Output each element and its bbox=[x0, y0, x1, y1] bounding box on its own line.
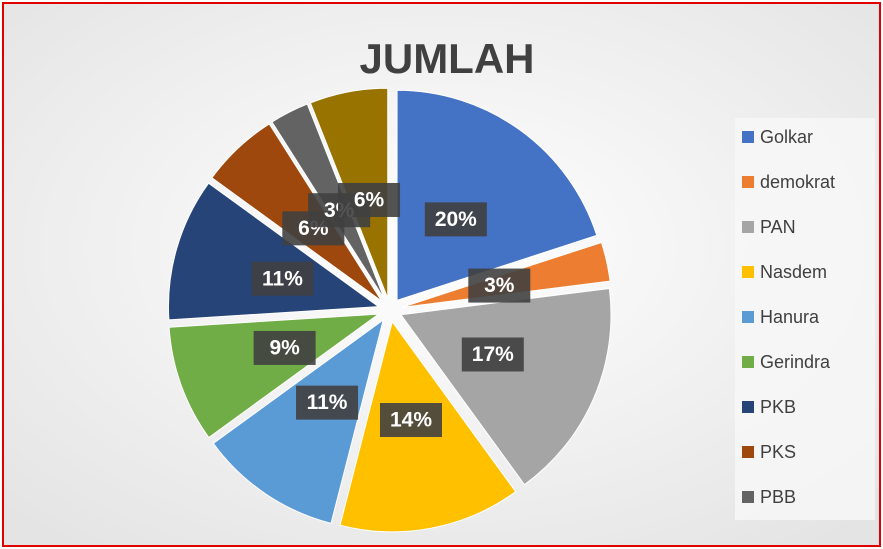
legend-label: PKS bbox=[760, 442, 796, 462]
data-label-box bbox=[296, 385, 359, 420]
legend-label: Hanura bbox=[760, 307, 820, 327]
data-label-box bbox=[251, 261, 314, 296]
legend-swatch bbox=[742, 446, 754, 458]
legend-swatch bbox=[742, 131, 754, 143]
legend-label: demokrat bbox=[760, 172, 835, 192]
legend-label: PKB bbox=[760, 397, 796, 417]
chart-title: JUMLAH bbox=[360, 35, 535, 82]
legend-label: Gerindra bbox=[760, 352, 831, 372]
data-label-box bbox=[253, 330, 316, 365]
pie-slice bbox=[400, 287, 612, 486]
data-label: 11% bbox=[262, 267, 303, 290]
data-label: 3% bbox=[484, 274, 515, 297]
legend-label: Nasdem bbox=[760, 262, 827, 282]
data-label: 20% bbox=[435, 208, 477, 231]
legend-swatch bbox=[742, 401, 754, 413]
legend-label: PAN bbox=[760, 217, 796, 237]
data-label: 6% bbox=[354, 189, 385, 212]
legend-swatch bbox=[742, 491, 754, 503]
pie-slice bbox=[212, 318, 385, 524]
data-label-box bbox=[424, 202, 487, 237]
legend-swatch bbox=[742, 311, 754, 323]
data-label-box bbox=[379, 403, 442, 438]
data-label-box bbox=[468, 268, 531, 303]
legend-swatch bbox=[742, 221, 754, 233]
legend-label: PBB bbox=[760, 487, 796, 507]
data-label: 14% bbox=[390, 409, 432, 432]
data-label: 11% bbox=[307, 391, 348, 414]
pie-slice bbox=[167, 182, 380, 321]
legend-box bbox=[735, 118, 875, 520]
legend-swatch bbox=[742, 266, 754, 278]
legend-swatch bbox=[742, 176, 754, 188]
pie-slice bbox=[396, 89, 598, 301]
data-label: 17% bbox=[472, 343, 514, 366]
pie-slice bbox=[168, 313, 381, 439]
data-label: 9% bbox=[269, 336, 300, 359]
legend-swatch bbox=[742, 356, 754, 368]
legend-label: Golkar bbox=[760, 127, 813, 147]
data-label-box bbox=[461, 337, 524, 372]
data-label-box bbox=[338, 182, 401, 217]
